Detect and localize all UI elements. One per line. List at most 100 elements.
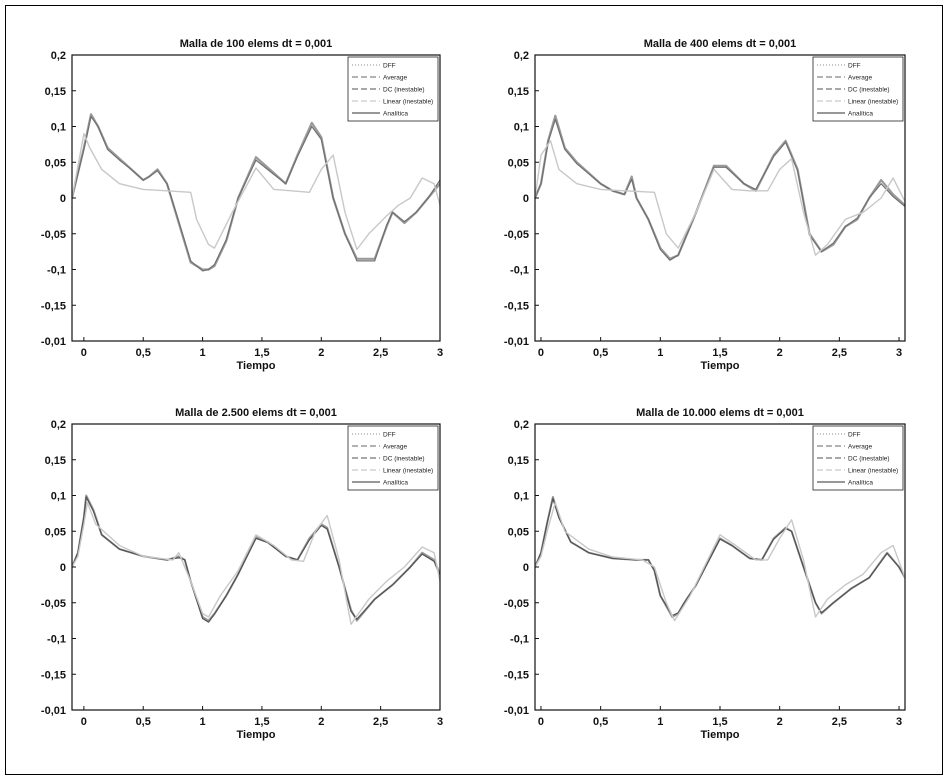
legend-label: DC (inestable): [383, 87, 425, 94]
y-tick-label: -0,05: [41, 229, 66, 241]
legend: DFF Average DC (inestable) Linear (inestabl…: [812, 56, 904, 122]
series-line-3: [72, 501, 440, 625]
chart-title: Malla de 2.500 elems dt = 0,001: [175, 407, 337, 419]
legend-label: Average: [848, 75, 872, 82]
y-tick-label: -0,01: [504, 705, 529, 717]
legend-label: Analítica: [848, 111, 873, 118]
y-tick-label: 0,15: [508, 86, 529, 98]
x-tick-label: 2: [777, 716, 783, 728]
chart-title: Malla de 10.000 elems dt = 0,001: [636, 407, 804, 419]
y-tick-label: -0,1: [47, 265, 66, 277]
y-tick-label: -0,05: [504, 598, 529, 610]
legend-label: DFF: [848, 63, 861, 70]
y-tick-label: 0,05: [45, 157, 66, 169]
x-tick-label: 0: [81, 716, 87, 728]
legend: DFF Average DC (inestable) Linear (inestabl…: [347, 425, 439, 491]
y-tick-label: 0,05: [508, 157, 529, 169]
series-line-3: [72, 132, 440, 251]
legend-label: Analítica: [383, 111, 408, 118]
series-line-3: [535, 140, 905, 256]
y-tick-label: 0,15: [45, 86, 66, 98]
series-group: [535, 114, 905, 261]
x-tick-label: 1: [657, 716, 663, 728]
x-tick-label: 1: [200, 716, 206, 728]
series-line-2: [72, 496, 440, 623]
legend-label: Average: [848, 444, 872, 451]
legend-label: DC (inestable): [848, 456, 890, 463]
x-tick-label: 1: [657, 347, 663, 359]
x-tick-label: 1: [200, 347, 206, 359]
x-tick-label: 2,5: [373, 716, 388, 728]
y-tick-label: 0,2: [514, 419, 529, 431]
chart-3: Malla de 2.500 elems dt = 0,001 0,2 0,15 0,…: [41, 407, 443, 741]
x-axis-label: Tiempo: [237, 360, 276, 372]
y-tick-label: -0,1: [510, 634, 529, 646]
x-tick-label: 2,5: [832, 347, 847, 359]
legend-label: Average: [383, 75, 407, 82]
y-tick-label: 0: [60, 562, 66, 574]
y-tick-label: -0,05: [41, 598, 66, 610]
chart-title: Malla de 400 elems dt = 0,001: [644, 38, 797, 50]
y-tick-label: 0: [60, 193, 66, 205]
chart-1: Malla de 100 elems dt = 0,001 0,2 0,15 0,1 0…: [41, 38, 443, 372]
legend: DFF Average DC (inestable) Linear (inestabl…: [812, 425, 904, 491]
y-tick-label: -0,05: [504, 229, 529, 241]
y-tick-label: -0,15: [41, 669, 66, 681]
y-tick-label: -0,1: [47, 634, 66, 646]
legend-label: Linear (inestable): [848, 99, 898, 106]
y-tick-label: 0,15: [508, 455, 529, 467]
x-tick-label: 3: [437, 347, 443, 359]
y-tick-label: 0: [523, 193, 529, 205]
x-tick-label: 1,5: [712, 716, 727, 728]
x-tick-label: 0: [538, 716, 544, 728]
y-tick-label: 0,2: [514, 50, 529, 62]
x-tick-label: 1,5: [254, 347, 269, 359]
y-tick-label: 0,1: [51, 491, 66, 503]
y-tick-label: 0,1: [514, 122, 529, 134]
x-tick-label: 2,5: [832, 716, 847, 728]
y-tick-label: -0,01: [41, 336, 66, 348]
x-tick-label: 0: [81, 347, 87, 359]
y-tick-label: 0: [523, 562, 529, 574]
legend: DFF Average DC (inestable) Linear (inestabl…: [347, 56, 439, 122]
x-tick-label: 0,5: [136, 347, 151, 359]
x-tick-label: 3: [896, 347, 902, 359]
series-line-2: [535, 118, 905, 261]
legend-label: DFF: [383, 432, 396, 439]
x-tick-label: 0,5: [593, 347, 608, 359]
legend-label: Linear (inestable): [383, 99, 433, 106]
x-tick-label: 0,5: [593, 716, 608, 728]
legend-label: Average: [383, 444, 407, 451]
x-tick-label: 2: [318, 347, 324, 359]
x-tick-label: 2: [318, 716, 324, 728]
legend-label: Analítica: [383, 480, 408, 487]
y-tick-label: -0,01: [41, 705, 66, 717]
chart-4: Malla de 10.000 elems dt = 0,001 0,2 0,15 0…: [504, 407, 906, 741]
y-tick-label: 0,2: [51, 50, 66, 62]
series-line-1: [535, 495, 905, 618]
series-line-3: [535, 501, 905, 622]
legend-label: DC (inestable): [848, 87, 890, 94]
x-axis-label: Tiempo: [237, 729, 276, 741]
chart-title: Malla de 100 elems dt = 0,001: [180, 38, 333, 50]
x-tick-label: 1,5: [712, 347, 727, 359]
y-tick-label: 0,15: [45, 455, 66, 467]
legend-label: Linear (inestable): [848, 468, 898, 475]
legend-label: DFF: [848, 432, 861, 439]
series-group: [535, 495, 905, 622]
chart-2: Malla de 400 elems dt = 0,001 0,2 0,15 0,1 0…: [504, 38, 906, 372]
y-tick-label: -0,15: [504, 669, 529, 681]
series-group: [72, 494, 440, 625]
y-tick-label: 0,05: [508, 526, 529, 538]
series-group: [72, 113, 440, 272]
series-line-1: [72, 113, 440, 271]
x-tick-label: 1,5: [254, 716, 269, 728]
y-tick-label: 0,2: [51, 419, 66, 431]
y-tick-label: -0,1: [510, 265, 529, 277]
legend-label: Analítica: [848, 480, 873, 487]
x-tick-label: 2: [777, 347, 783, 359]
y-tick-label: -0,15: [504, 300, 529, 312]
legend-label: DFF: [383, 63, 396, 70]
y-tick-label: -0,15: [41, 300, 66, 312]
